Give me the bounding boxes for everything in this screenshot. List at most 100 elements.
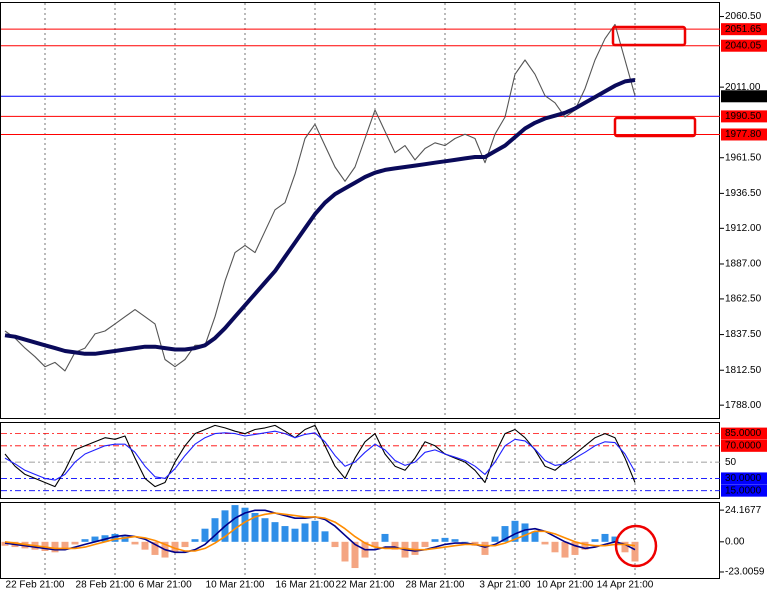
y-tick-label: 2011.00 xyxy=(725,82,761,93)
x-tick-label: 10 Mar 21:00 xyxy=(206,580,265,591)
histogram-bar xyxy=(511,520,519,542)
histogram-bar xyxy=(481,541,489,555)
histogram-bar xyxy=(71,541,79,545)
price-label-box xyxy=(721,23,767,36)
histogram-bar xyxy=(141,541,149,550)
histogram-bar xyxy=(251,512,259,542)
histogram-bar xyxy=(381,533,389,542)
tick-label-box xyxy=(721,472,767,485)
histogram-bar xyxy=(81,539,89,542)
histogram-bar xyxy=(391,541,399,550)
series-line xyxy=(4,430,636,481)
histogram-bar xyxy=(621,541,629,553)
y-tick-label: 50 xyxy=(725,457,737,468)
price-label-box xyxy=(721,110,767,123)
x-tick-label: 16 Mar 21:00 xyxy=(276,580,335,591)
histogram-bar xyxy=(581,541,589,550)
y-tick-label: 1788.00 xyxy=(725,400,762,411)
histogram-bar xyxy=(171,541,179,553)
histogram-bar xyxy=(441,537,449,542)
x-tick-label: 10 Apr 21:00 xyxy=(537,580,594,591)
y-tick-label: 1862.50 xyxy=(725,294,762,305)
price-label: 2004.59 xyxy=(725,91,762,102)
histogram-bar xyxy=(51,541,59,553)
histogram-bar xyxy=(321,531,329,542)
histogram-bar xyxy=(611,536,619,542)
histogram-bar xyxy=(131,541,139,545)
histogram-bar xyxy=(121,536,129,542)
x-tick-label: 3 Apr 21:00 xyxy=(479,580,531,591)
tick-label-box xyxy=(721,427,767,440)
y-tick-label: 24.1677 xyxy=(725,505,762,516)
histogram-bar xyxy=(91,536,99,542)
price-label: 1990.50 xyxy=(725,111,762,122)
histogram-bar xyxy=(421,541,429,548)
histogram-bar xyxy=(591,539,599,542)
y-tick-label: 1837.50 xyxy=(725,329,762,340)
histogram-bar xyxy=(521,523,529,542)
histogram-bar xyxy=(631,541,639,562)
oscillator-panel xyxy=(0,422,720,499)
x-tick-label: 6 Mar 21:00 xyxy=(138,580,192,591)
x-tick-label: 22 Feb 21:00 xyxy=(6,580,65,591)
series-line xyxy=(4,78,636,356)
annotation xyxy=(614,524,658,568)
histogram-bar xyxy=(411,541,419,555)
price-label: 1977.80 xyxy=(725,129,762,140)
y-tick-label: 1936.50 xyxy=(725,188,762,199)
histogram-bar xyxy=(151,541,159,555)
y-tick-label: 1887.00 xyxy=(725,259,762,270)
histogram-bar xyxy=(351,541,359,569)
histogram-bar xyxy=(371,541,379,548)
histogram-bar xyxy=(601,533,609,542)
macd-panel xyxy=(0,502,720,579)
main-panel xyxy=(0,2,720,419)
y-tick-label: 0.00 xyxy=(725,536,745,547)
price-label-box xyxy=(721,39,767,52)
y-tick-label: 1961.50 xyxy=(725,152,762,163)
x-tick-label: 28 Mar 21:00 xyxy=(406,580,465,591)
histogram-bar xyxy=(231,505,239,542)
price-label-box xyxy=(721,128,767,141)
histogram-bar xyxy=(531,531,539,542)
y-tick-label: 1912.00 xyxy=(725,223,762,234)
price-label: 2040.05 xyxy=(725,40,762,51)
annotation xyxy=(613,116,697,138)
histogram-bar xyxy=(281,526,289,542)
series-line xyxy=(4,424,636,488)
y-tick-label: 70.0000 xyxy=(725,440,762,451)
histogram-bar xyxy=(461,541,469,543)
histogram-bar xyxy=(301,523,309,542)
histogram-bar xyxy=(111,533,119,542)
y-tick-label: 30.0000 xyxy=(725,473,762,484)
histogram-bar xyxy=(501,526,509,542)
histogram-bar xyxy=(341,541,349,562)
histogram-bar xyxy=(431,539,439,542)
price-label: 2051.65 xyxy=(725,24,762,35)
x-tick-label: 14 Apr 21:00 xyxy=(597,580,654,591)
series-line xyxy=(4,512,636,552)
histogram-bar xyxy=(201,528,209,542)
histogram-bar xyxy=(241,507,249,542)
y-tick-label: -23.0059 xyxy=(725,567,765,578)
y-tick-label: 85.0000 xyxy=(725,428,762,439)
x-tick-label: 22 Mar 21:00 xyxy=(336,580,395,591)
x-tick-label: 28 Feb 21:00 xyxy=(76,580,135,591)
histogram-bar xyxy=(271,522,279,542)
annotation xyxy=(611,25,687,47)
y-tick-label: 1812.50 xyxy=(725,365,762,376)
histogram-bar xyxy=(551,541,559,553)
histogram-bar xyxy=(181,541,189,548)
histogram-bar xyxy=(61,541,69,550)
histogram-bar xyxy=(211,518,219,542)
tick-label-box xyxy=(721,439,767,452)
histogram-bar xyxy=(191,539,199,542)
histogram-bar xyxy=(311,520,319,542)
histogram-bar xyxy=(261,518,269,542)
series-line xyxy=(4,23,636,372)
tick-label-box xyxy=(721,484,767,497)
histogram-bar xyxy=(561,541,569,558)
histogram-bar xyxy=(541,541,549,545)
price-label-box xyxy=(721,90,767,103)
